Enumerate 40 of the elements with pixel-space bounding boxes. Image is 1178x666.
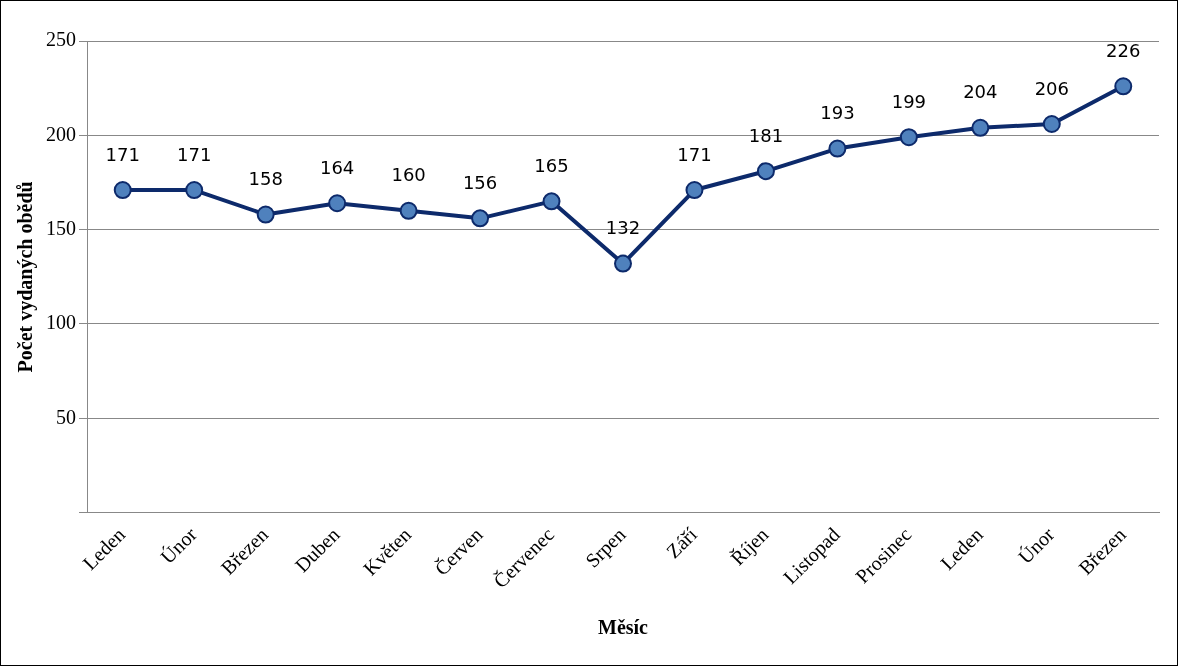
point: [328, 194, 347, 213]
data-label: 165: [534, 155, 569, 177]
data-label: 132: [605, 217, 641, 239]
point: [185, 181, 204, 200]
data-label: 199: [891, 90, 927, 112]
point: [756, 162, 775, 181]
point: [828, 139, 847, 158]
point: [971, 118, 990, 137]
data-label: 181: [748, 124, 784, 146]
point: [113, 181, 132, 200]
data-label: 193: [820, 102, 855, 124]
point: [256, 205, 275, 224]
data-label: 226: [1106, 39, 1141, 61]
y-tick-label: 50: [56, 405, 76, 428]
data-label: 206: [1034, 77, 1069, 99]
data-label: 160: [391, 164, 426, 186]
point: [399, 201, 418, 220]
data-label: 204: [963, 81, 998, 103]
data-label: 158: [248, 168, 283, 190]
point: [542, 192, 561, 211]
point: [614, 254, 632, 273]
y-tick-label: 100: [46, 311, 76, 334]
x-tick-label: Únor: [155, 522, 201, 568]
y-axis-title: Počet vydaných obědů: [14, 181, 38, 373]
point: [899, 128, 918, 147]
data-label: 164: [319, 156, 355, 178]
data-label: 156: [462, 172, 498, 194]
y-tick-label: 150: [46, 216, 76, 239]
y-tick-label: 250: [46, 28, 76, 51]
data-label: 171: [677, 143, 712, 165]
x-tick-label: Září: [661, 522, 702, 563]
point: [471, 209, 490, 228]
data-label: 171: [177, 143, 212, 165]
point: [685, 181, 704, 200]
point: [1114, 77, 1133, 96]
x-tick-label: Únor: [1013, 522, 1059, 568]
data-label: 171: [105, 143, 140, 165]
y-tick-label: 200: [46, 122, 76, 145]
point: [1042, 115, 1061, 134]
x-axis-title: Měsíc: [598, 616, 649, 639]
